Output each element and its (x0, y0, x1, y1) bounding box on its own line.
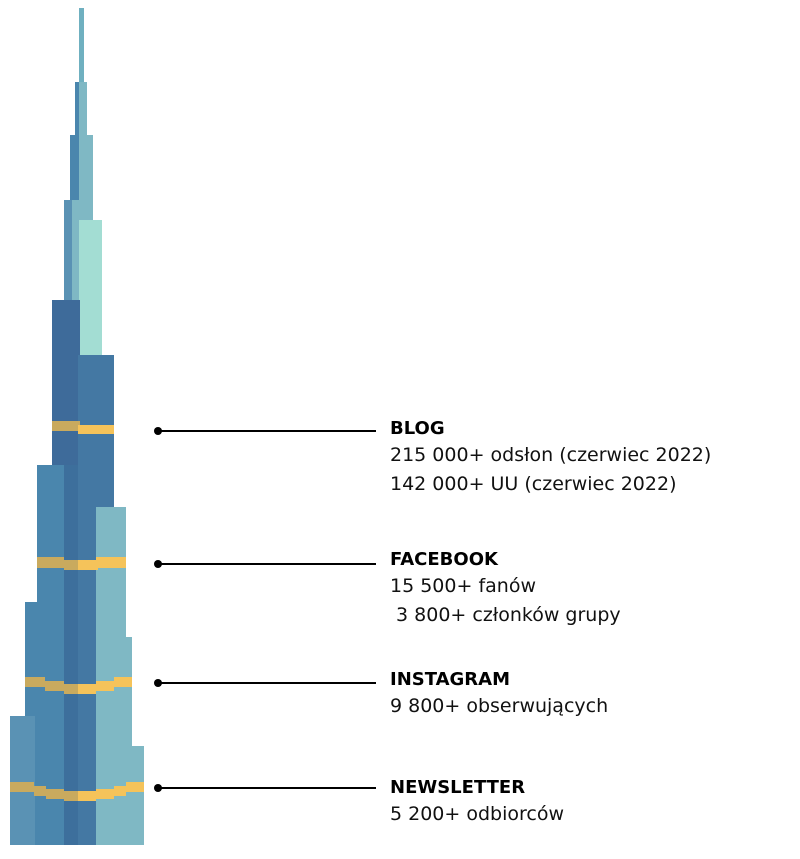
tower-band (78, 684, 96, 694)
tower-core-inner (64, 465, 78, 845)
tower-band (37, 557, 64, 568)
connector-facebook (154, 560, 376, 568)
tower-band (45, 681, 64, 691)
tower-band (96, 557, 126, 568)
tower-band (64, 791, 80, 801)
section-newsletter: NEWSLETTER 5 200+ odbiorców (390, 776, 564, 829)
tower-wing-right (126, 746, 144, 845)
tower-spire (79, 8, 84, 88)
tower-band (64, 684, 80, 694)
section-title: FACEBOOK (390, 549, 498, 570)
section-stat: 9 800+ obserwujących (390, 695, 609, 717)
connector-line (158, 682, 376, 684)
tower-band (114, 677, 132, 687)
section-stat: 142 000+ UU (czerwiec 2022) (390, 473, 677, 495)
section-stat: 5 200+ odbiorców (390, 803, 565, 825)
section-stat: 15 500+ fanów (390, 575, 536, 597)
tower-segment (72, 200, 80, 310)
connector-instagram (154, 679, 376, 687)
connector-blog (154, 427, 376, 435)
tower-segment (79, 135, 93, 225)
tower-band (78, 791, 96, 801)
section-facebook: FACEBOOK 15 500+ fanów 3 800+ członków g… (390, 548, 621, 630)
section-stat: 215 000+ odsłon (czerwiec 2022) (390, 444, 712, 466)
tower-band (96, 789, 114, 799)
tower-band (64, 560, 80, 570)
tower-band (10, 782, 34, 792)
tower-band (52, 421, 80, 431)
section-blog: BLOG 215 000+ odsłon (czerwiec 2022) 142… (390, 417, 711, 499)
tower-segment (79, 82, 87, 142)
connector-line (158, 563, 376, 565)
tower-segment (75, 82, 79, 202)
section-instagram: INSTAGRAM 9 800+ obserwujących (390, 668, 608, 721)
connector-line (158, 430, 376, 432)
connector-line (158, 787, 376, 789)
tower-band (96, 681, 114, 691)
tower-segment-mint (79, 220, 102, 360)
tower-band (78, 425, 114, 434)
section-title: INSTAGRAM (390, 669, 511, 690)
tower-band (34, 786, 46, 796)
section-stat: 3 800+ członków grupy (390, 604, 621, 626)
tower-band (25, 677, 45, 687)
tower-band (126, 782, 144, 792)
tower-band (114, 786, 126, 796)
connector-newsletter (154, 784, 376, 792)
tower-band (46, 789, 64, 799)
tower-wing-left (37, 465, 64, 845)
section-title: NEWSLETTER (390, 777, 526, 798)
tower-wing-left (10, 716, 35, 845)
tower-band (78, 560, 98, 570)
section-title: BLOG (390, 418, 445, 439)
tower-segment (64, 200, 72, 310)
